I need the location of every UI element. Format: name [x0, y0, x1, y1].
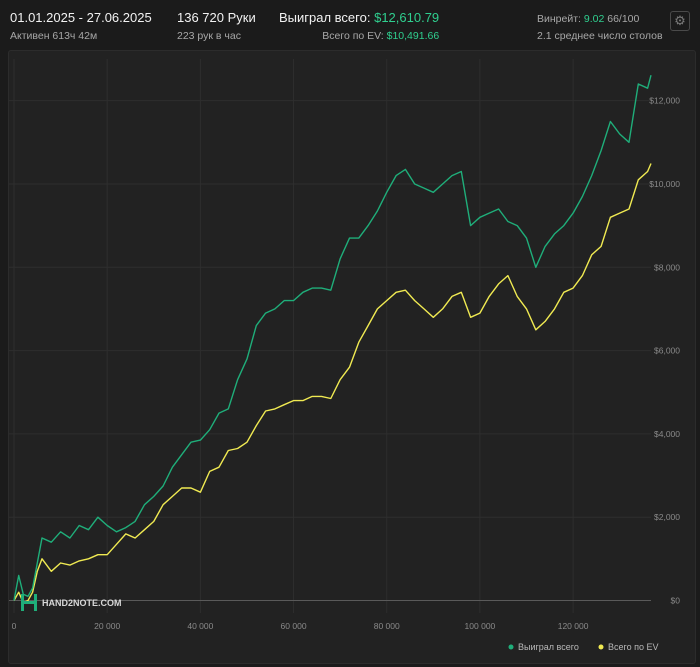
- won-total-value: $12,610.79: [374, 10, 440, 25]
- won-total: Выиграл всего: $12,610.79: [279, 10, 439, 26]
- legend-label-won[interactable]: Выиграл всего: [518, 642, 579, 652]
- logo-text: HAND2NOTE.COM: [42, 598, 122, 608]
- x-tick-label: 20 000: [94, 621, 120, 631]
- legend-label-ev[interactable]: Всего по EV: [608, 642, 658, 652]
- gear-icon[interactable]: ⚙: [670, 11, 690, 31]
- legend: Выиграл всего Всего по EV: [508, 642, 658, 652]
- winrate: Винрейт: 9.02 66/100: [537, 12, 663, 26]
- y-tick-label: $2,000: [654, 512, 680, 522]
- hands-per-hour: 223 рук в час: [177, 30, 241, 42]
- legend-marker-won: [508, 644, 514, 650]
- logo-bar-right: [34, 594, 37, 611]
- series-line-won: [13, 75, 652, 601]
- active-time: Активен 613ч 42м: [10, 30, 98, 42]
- chart-panel: 0 20 000 40 000 60 000 80 000 100 000 120 000 …: [8, 50, 696, 664]
- won-total-label: Выиграл всего:: [279, 10, 371, 25]
- y-tick-label: $0: [671, 596, 681, 606]
- winrate-value: 9.02: [583, 13, 605, 25]
- x-tick-label: 100 000: [465, 621, 496, 631]
- x-tick-label: 40 000: [187, 621, 213, 631]
- chart-svg: 0 20 000 40 000 60 000 80 000 100 000 120 000 …: [9, 59, 680, 652]
- won-block: Выиграл всего: $12,610.79 Всего по EV: $…: [279, 10, 439, 43]
- series-line-ev: [13, 163, 652, 604]
- winrate-block: Винрейт: 9.02 66/100 2.1 среднее число с…: [537, 10, 663, 43]
- y-tick-label: $8,000: [654, 262, 680, 272]
- date-range[interactable]: 01.01.2025 - 27.06.2025: [10, 10, 152, 25]
- logo-bar-left: [21, 594, 24, 611]
- legend-marker-ev: [598, 644, 604, 650]
- hand2note-logo: HAND2NOTE.COM: [21, 594, 122, 611]
- ev-total-value: $10,491.66: [386, 30, 440, 42]
- x-axis-ticks: 0 20 000 40 000 60 000 80 000 100 000 120 000: [12, 621, 589, 631]
- winrate-suffix: 66/100: [607, 13, 640, 25]
- y-tick-label: $4,000: [654, 429, 680, 439]
- x-tick-label: 0: [12, 621, 17, 631]
- hands-block: 136 720 Руки 223 рук в час: [177, 10, 256, 43]
- y-tick-label: $6,000: [654, 346, 680, 356]
- y-axis-ticks: $0 $2,000 $4,000 $6,000 $8,000 $10,000 $12,000: [649, 96, 680, 606]
- date-block: 01.01.2025 - 27.06.2025 Активен 613ч 42м: [10, 10, 152, 43]
- x-tick-label: 80 000: [374, 621, 400, 631]
- series-lines: [13, 75, 652, 604]
- logo-bar-mid: [24, 601, 34, 604]
- x-tick-label: 60 000: [281, 621, 307, 631]
- y-tick-label: $10,000: [649, 179, 680, 189]
- ev-total: Всего по EV: $10,491.66: [279, 29, 439, 43]
- y-tick-label: $12,000: [649, 96, 680, 106]
- avg-tables: 2.1 среднее число столов: [537, 30, 663, 42]
- ev-total-label: Всего по EV:: [322, 30, 384, 42]
- stats-header: 01.01.2025 - 27.06.2025 Активен 613ч 42м…: [0, 0, 700, 48]
- winrate-label: Винрейт:: [537, 13, 581, 25]
- grid: [9, 59, 651, 613]
- hands-count: 136 720 Руки: [177, 10, 256, 25]
- x-tick-label: 120 000: [558, 621, 589, 631]
